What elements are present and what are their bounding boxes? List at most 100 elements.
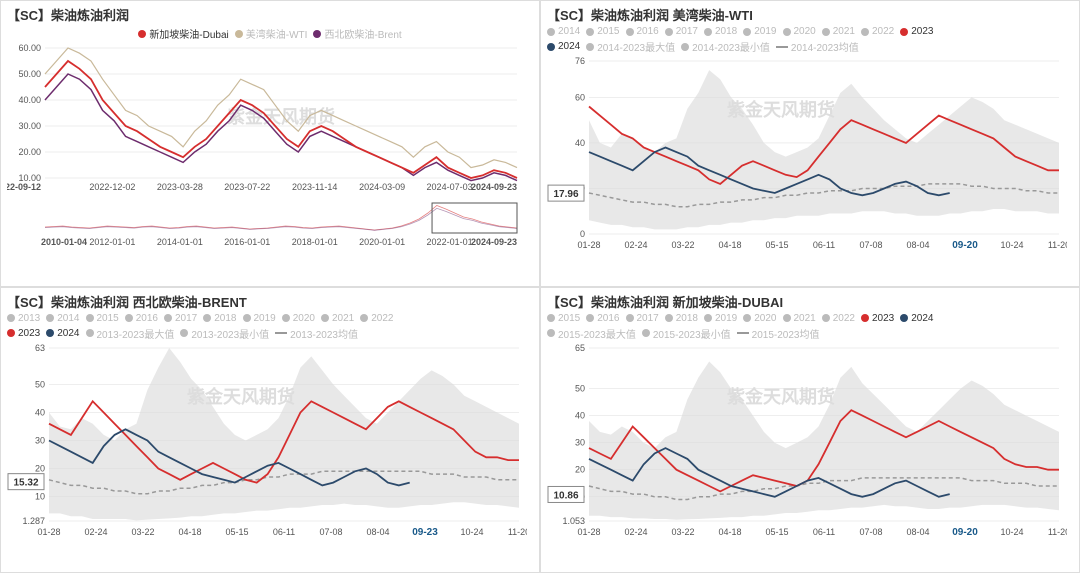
- legend-bl-r2: 2023 2024 2013-2023最大值 2013-2023最小值 2013-202…: [7, 326, 533, 341]
- legend-item[interactable]: 2018: [665, 313, 698, 324]
- legend-label: 2019: [715, 313, 737, 324]
- svg-text:10.86: 10.86: [553, 490, 578, 501]
- legend-item[interactable]: 2014-2023最大值: [586, 39, 675, 54]
- panel-top-left: 【SC】柴油炼油利润 新加坡柴油-Dubai 美湾柴油-WTI 西北欧柴油-Bren…: [0, 0, 540, 287]
- legend-item[interactable]: 2023: [861, 313, 894, 324]
- svg-text:50: 50: [575, 383, 585, 393]
- svg-text:09-23: 09-23: [412, 527, 438, 538]
- svg-text:50: 50: [35, 379, 45, 389]
- legend-item[interactable]: 美湾柴油-WTI: [235, 26, 308, 41]
- svg-text:2022-09-12: 2022-09-12: [7, 182, 41, 192]
- legend-label: 新加坡柴油-Dubai: [149, 26, 228, 41]
- legend-swatch: [180, 329, 188, 337]
- svg-text:1.287: 1.287: [22, 516, 45, 526]
- legend-swatch: [313, 30, 321, 38]
- legend-item[interactable]: 2018: [203, 313, 236, 324]
- legend-item[interactable]: 2013-2023均值: [275, 326, 358, 341]
- svg-text:2024-07-03: 2024-07-03: [427, 182, 473, 192]
- legend-item[interactable]: 2019: [743, 26, 776, 37]
- legend-swatch: [138, 30, 146, 38]
- legend-item[interactable]: 2015: [86, 313, 119, 324]
- legend-item[interactable]: 2015: [547, 313, 580, 324]
- legend-item[interactable]: 2016: [125, 313, 158, 324]
- legend-item[interactable]: 2013-2023最小值: [180, 326, 269, 341]
- legend-item[interactable]: 2014-2023均值: [776, 39, 859, 54]
- legend-item[interactable]: 2020: [743, 313, 776, 324]
- legend-swatch: [86, 329, 94, 337]
- svg-text:03-22: 03-22: [131, 527, 154, 537]
- legend-item[interactable]: 2021: [783, 313, 816, 324]
- legend-br-r1: 2015 2016 2017 2018 2019 2020 2021 2022 2023 2024: [547, 313, 1073, 324]
- legend-swatch: [776, 46, 788, 48]
- legend-item[interactable]: 2013-2023最大值: [86, 326, 175, 341]
- legend-item[interactable]: 2022: [360, 313, 393, 324]
- plot-tl-main[interactable]: 10.0020.0030.0040.0050.0060.002022-09-12…: [7, 43, 533, 198]
- legend-item[interactable]: 2022: [822, 313, 855, 324]
- legend-label: 2013-2023最大值: [97, 326, 175, 341]
- plot-tr[interactable]: 紫金天风期货 02040607601-2802-2403-2204-1805-1…: [547, 56, 1073, 256]
- legend-swatch: [783, 28, 791, 36]
- legend-swatch: [737, 332, 749, 334]
- svg-text:40: 40: [575, 410, 585, 420]
- legend-label: 2022: [833, 313, 855, 324]
- legend-item[interactable]: 西北欧柴油-Brent: [313, 26, 401, 41]
- legend-item[interactable]: 2019: [243, 313, 276, 324]
- legend-swatch: [7, 329, 15, 337]
- legend-item[interactable]: 2013: [7, 313, 40, 324]
- legend-item[interactable]: 2017: [665, 26, 698, 37]
- legend-swatch: [86, 314, 94, 322]
- legend-label: 2015: [558, 313, 580, 324]
- legend-item[interactable]: 2023: [7, 328, 40, 339]
- legend-item[interactable]: 2016: [626, 26, 659, 37]
- legend-label: 2014: [558, 26, 580, 37]
- legend-item[interactable]: 2024: [900, 313, 933, 324]
- legend-swatch: [665, 314, 673, 322]
- legend-item[interactable]: 2020: [282, 313, 315, 324]
- legend-item[interactable]: 2014-2023最小值: [681, 39, 770, 54]
- legend-item[interactable]: 2015-2023均值: [737, 326, 820, 341]
- legend-item[interactable]: 2024: [46, 328, 79, 339]
- legend-item[interactable]: 2019: [704, 313, 737, 324]
- legend-item[interactable]: 2022: [861, 26, 894, 37]
- legend-item[interactable]: 2021: [321, 313, 354, 324]
- legend-item[interactable]: 2014: [547, 26, 580, 37]
- legend-label: 2022: [872, 26, 894, 37]
- svg-text:10: 10: [35, 491, 45, 501]
- legend-item[interactable]: 2016: [586, 313, 619, 324]
- svg-text:08-04: 08-04: [906, 240, 929, 250]
- svg-text:15.32: 15.32: [13, 477, 38, 488]
- legend-item[interactable]: 2017: [164, 313, 197, 324]
- svg-text:63: 63: [35, 343, 45, 353]
- legend-swatch: [360, 314, 368, 322]
- svg-text:2024-09-23: 2024-09-23: [471, 237, 517, 247]
- legend-item[interactable]: 2023: [900, 26, 933, 37]
- title-tl: 【SC】柴油炼油利润: [7, 5, 533, 24]
- legend-swatch: [642, 329, 650, 337]
- svg-text:30: 30: [575, 437, 585, 447]
- legend-label: 2016: [637, 26, 659, 37]
- legend-item[interactable]: 2024: [547, 41, 580, 52]
- legend-label: 2021: [332, 313, 354, 324]
- legend-item[interactable]: 2015-2023最小值: [642, 326, 731, 341]
- legend-item[interactable]: 2017: [626, 313, 659, 324]
- svg-text:2018-01-01: 2018-01-01: [292, 237, 338, 247]
- legend-swatch: [681, 43, 689, 51]
- legend-label: 2020: [293, 313, 315, 324]
- legend-item[interactable]: 2015-2023最大值: [547, 326, 636, 341]
- svg-text:06-11: 06-11: [813, 527, 835, 537]
- legend-item[interactable]: 2020: [783, 26, 816, 37]
- svg-text:07-08: 07-08: [859, 527, 882, 537]
- plot-tl-brush[interactable]: 2010-01-042024-09-232012-01-012014-01-01…: [7, 198, 533, 253]
- legend-label: 2016: [597, 313, 619, 324]
- plot-bl[interactable]: 紫金天风期货 1.28710203040506301-2802-2403-220…: [7, 343, 533, 543]
- legend-item[interactable]: 2021: [822, 26, 855, 37]
- legend-item[interactable]: 新加坡柴油-Dubai: [138, 26, 228, 41]
- legend-item[interactable]: 2014: [46, 313, 79, 324]
- legend-label: 2015-2023最大值: [558, 326, 636, 341]
- legend-item[interactable]: 2018: [704, 26, 737, 37]
- plot-br[interactable]: 紫金天风期货 1.05310203040506501-2802-2403-220…: [547, 343, 1073, 543]
- legend-item[interactable]: 2015: [586, 26, 619, 37]
- title-br: 【SC】柴油炼油利润 新加坡柴油-DUBAI: [547, 292, 1073, 311]
- legend-swatch: [861, 314, 869, 322]
- legend-label: 2018: [676, 313, 698, 324]
